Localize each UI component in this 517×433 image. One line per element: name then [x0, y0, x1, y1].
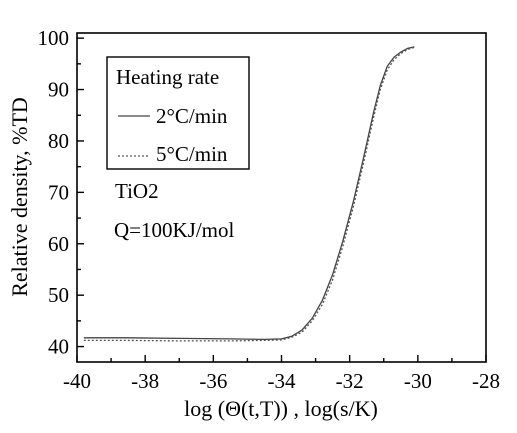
- x-tick-label: -40: [63, 369, 91, 393]
- y-axis-title: Relative density, %TD: [7, 97, 32, 297]
- series-2c-line: [83, 46, 415, 341]
- series-5c-line: [83, 46, 415, 342]
- y-tick-label: 60: [48, 232, 69, 256]
- x-axis: -40 -38 -36 -34 -32 -30 -28: [63, 355, 500, 393]
- x-tick-label: -30: [404, 369, 432, 393]
- x-tick-label: -38: [131, 369, 159, 393]
- series-layer: [83, 46, 415, 342]
- y-tick-label: 70: [48, 180, 69, 204]
- x-tick-label: -28: [472, 369, 500, 393]
- legend-entry-5c: 5°C/min: [156, 142, 228, 166]
- y-tick-label: 40: [48, 335, 69, 359]
- activation-energy-label: Q=100KJ/mol: [114, 218, 235, 242]
- x-tick-label: -36: [199, 369, 227, 393]
- y-tick-label: 80: [48, 129, 69, 153]
- legend-title: Heating rate: [116, 65, 219, 89]
- y-tick-label: 90: [48, 78, 69, 102]
- x-axis-title: log (Θ(t,T)) , log(s/K): [184, 396, 378, 421]
- x-tick-label: -34: [268, 369, 296, 393]
- y-tick-label: 100: [38, 26, 70, 50]
- legend-entry-2c: 2°C/min: [156, 104, 228, 128]
- legend-box: [106, 56, 250, 170]
- y-axis: 40 50 60 70 80 90 100: [38, 26, 84, 359]
- material-label: TiO2: [115, 179, 159, 203]
- y-tick-label: 50: [48, 283, 69, 307]
- x-tick-label: -32: [336, 369, 364, 393]
- legend: Heating rate 2°C/min 5°C/min: [106, 56, 250, 170]
